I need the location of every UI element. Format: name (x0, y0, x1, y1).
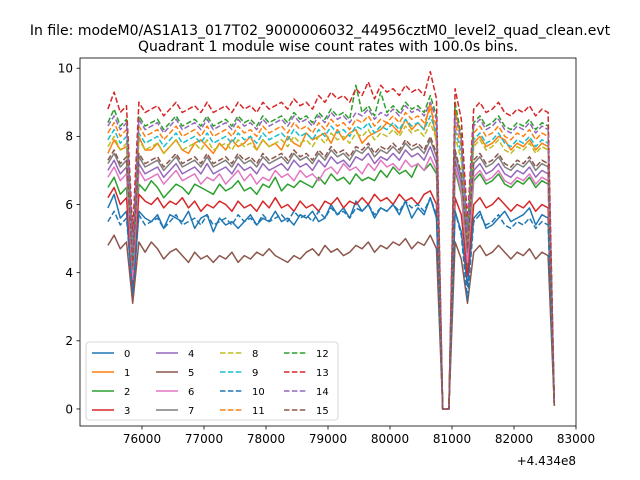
y-tick-label: 10 (58, 62, 73, 76)
legend-label-10: 10 (252, 387, 265, 398)
axes-frame (79, 57, 577, 427)
series-line-8 (107, 121, 556, 410)
legend-label-1: 1 (124, 368, 130, 379)
series-line-10 (107, 196, 556, 410)
series-line-7 (107, 139, 556, 410)
series-line-5 (107, 234, 556, 410)
x-tick-label: 81000 (433, 432, 471, 446)
series-line-13 (107, 70, 556, 410)
legend-box (85, 341, 339, 421)
legend-label-0: 0 (124, 349, 130, 360)
series-line-15 (107, 135, 556, 410)
legend-label-11: 11 (252, 406, 265, 417)
series-line-6 (107, 156, 556, 410)
series-line-4 (107, 145, 556, 410)
x-tick-label: 77000 (185, 432, 223, 446)
legend-label-6: 6 (188, 387, 194, 398)
y-tick-label: 8 (65, 130, 73, 144)
series-line-12 (107, 84, 556, 410)
x-offset-label: +4.434e8 (517, 454, 576, 468)
y-axis: 0 2 4 6 8 10 (58, 62, 80, 416)
x-tick-label: 80000 (371, 432, 409, 446)
chart-title: Quadrant 1 module wise count rates with … (138, 39, 518, 55)
x-tick-label: 82000 (495, 432, 533, 446)
y-tick-label: 6 (65, 198, 73, 212)
legend-label-7: 7 (188, 406, 194, 417)
legend-label-13: 13 (316, 368, 329, 379)
series-line-14 (107, 101, 556, 410)
series-line-2 (107, 162, 556, 410)
legend-label-5: 5 (188, 368, 194, 379)
legend-label-12: 12 (316, 349, 329, 360)
series-line-9 (107, 115, 556, 410)
x-tick-label: 78000 (247, 432, 285, 446)
x-tick-label: 83000 (557, 432, 595, 446)
y-tick-label: 2 (65, 334, 73, 348)
legend-label-9: 9 (252, 368, 258, 379)
series-line-3 (107, 186, 556, 410)
legend-label-3: 3 (124, 406, 130, 417)
y-tick-label: 0 (65, 402, 73, 416)
legend-label-2: 2 (124, 387, 130, 398)
legend-label-15: 15 (316, 406, 329, 417)
legend-label-4: 4 (188, 349, 194, 360)
x-axis: 76000 77000 78000 79000 80000 81000 82000 83000 (123, 426, 595, 446)
series-line-11 (107, 108, 556, 410)
plot-area (107, 70, 556, 410)
y-tick-label: 4 (65, 266, 73, 280)
legend-label-8: 8 (252, 349, 258, 360)
x-tick-label: 79000 (309, 432, 347, 446)
legend-label-14: 14 (316, 387, 329, 398)
x-tick-label: 76000 (123, 432, 161, 446)
figure-suptitle: In file: modeM0/AS1A13_017T02_9000006032… (30, 23, 611, 39)
